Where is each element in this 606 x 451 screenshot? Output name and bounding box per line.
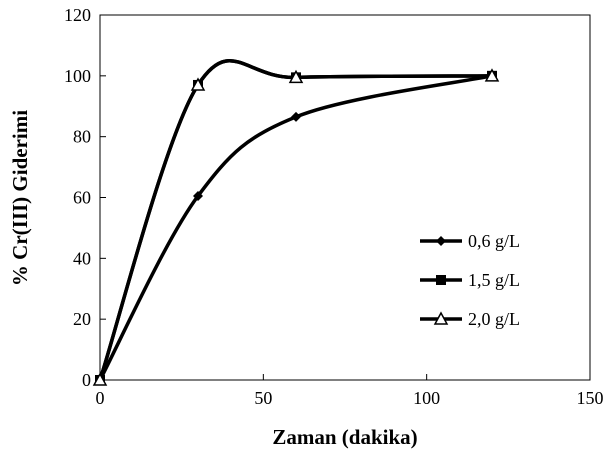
y-axis-title: % Cr(III) Giderimi	[8, 110, 32, 286]
x-axis-ticks: 0 50 100 150	[96, 374, 604, 408]
series-square	[95, 59, 497, 385]
triangle-marker	[288, 69, 304, 84]
y-axis-ticks: 0 20 40 60 80 100 120	[64, 5, 106, 390]
series-diamond	[95, 70, 497, 385]
triangle-marker	[92, 372, 108, 386]
y-tick-label: 120	[64, 5, 91, 25]
x-tick-label: 150	[577, 388, 604, 408]
triangle-marker	[190, 77, 206, 91]
series-triangle	[92, 59, 500, 386]
square-marker	[436, 275, 446, 285]
triangle-marker	[433, 311, 449, 325]
legend-item: 0,6 g/L	[420, 231, 520, 251]
series-line	[98, 59, 494, 382]
legend: 0,6 g/L 1,5 g/L 2,0 g/L	[420, 231, 520, 329]
diamond-marker	[193, 190, 203, 201]
x-tick-label: 50	[254, 388, 272, 408]
y-tick-label: 0	[82, 370, 91, 390]
y-tick-label: 100	[64, 66, 91, 86]
y-tick-label: 20	[73, 309, 91, 329]
x-tick-label: 100	[413, 388, 440, 408]
y-tick-label: 60	[73, 188, 91, 208]
series-line	[98, 74, 494, 382]
diamond-marker	[291, 111, 301, 122]
x-axis-title: Zaman (dakika)	[272, 425, 417, 449]
diamond-marker	[436, 236, 446, 246]
legend-item: 1,5 g/L	[420, 270, 520, 290]
legend-label: 0,6 g/L	[468, 231, 520, 251]
legend-label: 2,0 g/L	[468, 309, 520, 329]
y-tick-label: 40	[73, 248, 91, 268]
x-tick-label: 0	[96, 388, 105, 408]
y-tick-label: 80	[73, 127, 91, 147]
triangle-marker	[484, 68, 500, 82]
legend-item: 2,0 g/L	[420, 309, 520, 329]
series-line	[98, 59, 494, 382]
series-layer	[92, 59, 500, 386]
legend-label: 1,5 g/L	[468, 270, 520, 290]
